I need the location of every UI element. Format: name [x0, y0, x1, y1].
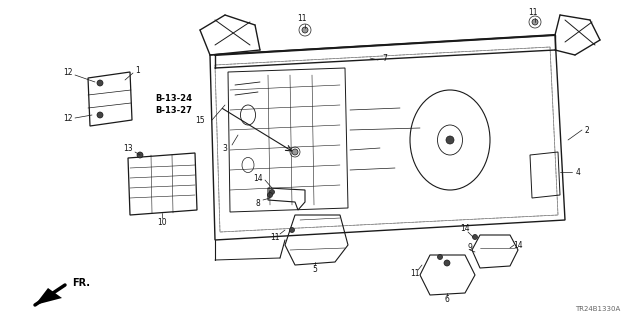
Text: 3: 3: [223, 143, 227, 153]
Text: 15: 15: [195, 116, 205, 124]
Circle shape: [97, 112, 103, 118]
Circle shape: [137, 152, 143, 158]
Text: 10: 10: [157, 218, 167, 227]
Circle shape: [268, 193, 273, 197]
Circle shape: [472, 235, 477, 239]
Text: B-13-24: B-13-24: [155, 93, 192, 102]
Text: 4: 4: [575, 167, 580, 177]
Text: 5: 5: [312, 266, 317, 275]
Text: B-13-27: B-13-27: [155, 106, 192, 115]
Text: 11: 11: [528, 7, 538, 17]
Circle shape: [289, 228, 294, 233]
Text: 11: 11: [410, 268, 420, 277]
Text: 12: 12: [63, 114, 73, 123]
Circle shape: [292, 149, 298, 155]
Circle shape: [438, 254, 442, 260]
Text: 7: 7: [383, 53, 387, 62]
Circle shape: [444, 260, 450, 266]
Circle shape: [302, 27, 308, 33]
Text: TR24B1330A: TR24B1330A: [575, 306, 620, 312]
Text: 1: 1: [136, 66, 140, 75]
Circle shape: [532, 19, 538, 25]
Text: 14: 14: [253, 173, 263, 182]
Text: 13: 13: [123, 143, 133, 153]
Text: 11: 11: [297, 13, 307, 22]
Text: 14: 14: [513, 241, 523, 250]
Text: 12: 12: [63, 68, 73, 76]
Circle shape: [446, 136, 454, 144]
Text: 6: 6: [445, 295, 449, 305]
Text: 14: 14: [460, 223, 470, 233]
Text: 9: 9: [468, 243, 472, 252]
Circle shape: [269, 189, 275, 195]
Text: 2: 2: [584, 125, 589, 134]
Text: 11: 11: [270, 233, 280, 242]
Polygon shape: [35, 288, 62, 305]
Circle shape: [97, 80, 103, 86]
Text: 8: 8: [255, 198, 260, 207]
Text: FR.: FR.: [72, 278, 90, 288]
